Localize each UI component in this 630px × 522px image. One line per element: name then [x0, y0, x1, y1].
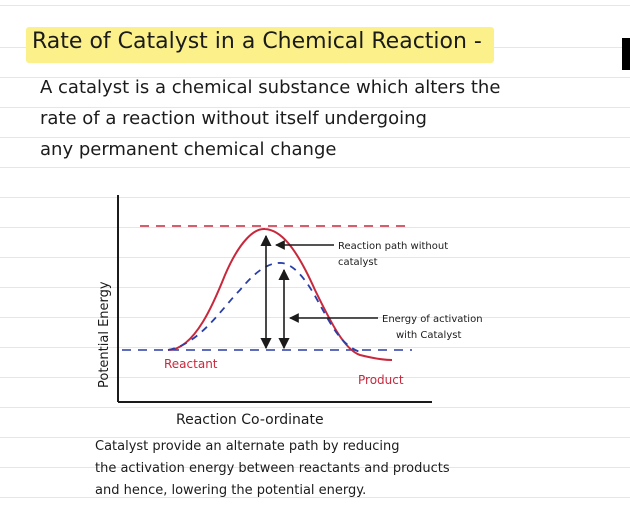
edge-marker [622, 38, 630, 70]
uncatalysed-path-label-2: catalyst [338, 257, 378, 268]
title-highlight [26, 27, 494, 63]
caption-line-3: and hence, lowering the potential energy… [95, 483, 367, 498]
activation-energy-label-2: with Catalyst [396, 330, 461, 341]
caption-line-1: Catalyst provide an alternate path by re… [95, 439, 400, 454]
caption-line-2: the activation energy between reactants … [95, 461, 450, 476]
uncatalysed-path-label-1: Reaction path without [338, 241, 448, 252]
definition-text: A catalyst is a chemical substance which… [40, 72, 610, 165]
definition-line-2: rate of a reaction without itself underg… [40, 108, 427, 129]
definition-line-1: A catalyst is a chemical substance which… [40, 77, 501, 98]
catalysed-curve [167, 262, 361, 353]
uncatalysed-curve [167, 227, 393, 361]
product-label: Product [358, 373, 404, 387]
reactant-label: Reactant [164, 357, 218, 371]
definition-line-3: any permanent chemical change [40, 139, 337, 160]
y-axis-label: Potential Energy [97, 281, 112, 388]
page-title: Rate of Catalyst in a Chemical Reaction … [32, 29, 482, 54]
caption-text: Catalyst provide an alternate path by re… [95, 436, 450, 502]
x-axis-label: Reaction Co-ordinate [176, 412, 324, 428]
activation-energy-label-1: Energy of activation [382, 314, 483, 325]
